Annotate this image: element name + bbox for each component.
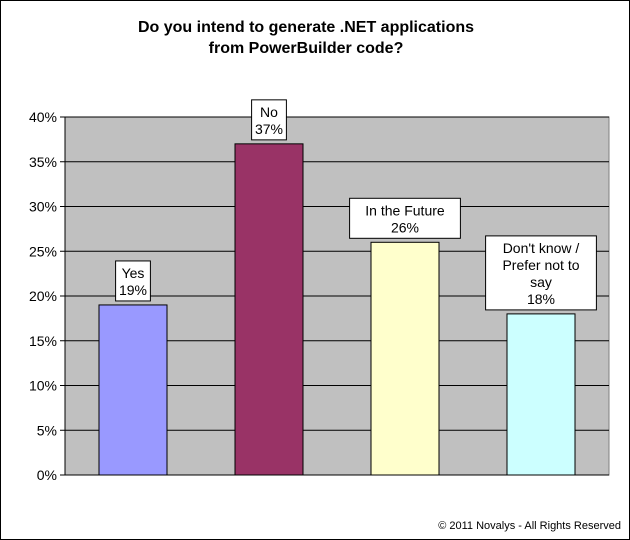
data-label-box [485, 235, 597, 311]
bar-3 [506, 313, 576, 476]
data-label: Prefer not to [502, 257, 579, 273]
y-tick-label: 10% [29, 378, 57, 394]
y-tick-label: 0% [37, 467, 57, 483]
data-label: 19% [119, 282, 147, 298]
data-label: In the Future [365, 202, 445, 218]
data-label-box [251, 99, 287, 141]
y-tick-label: 20% [29, 288, 57, 304]
y-tick-label: 5% [37, 422, 57, 438]
data-label: 37% [255, 121, 283, 137]
data-label: 26% [391, 219, 419, 235]
data-label: say [530, 274, 552, 290]
data-label: Don't know / [503, 240, 580, 256]
bars [98, 143, 576, 476]
bar-2 [370, 241, 440, 476]
y-axis: 0% 5% 10% 15% 20% 25% 30% 35% 40% [29, 109, 609, 483]
data-label-box [115, 260, 151, 302]
y-tick-label: 35% [29, 154, 57, 170]
copyright-notice: © 2011 Novalys - All Rights Reserved [438, 520, 621, 532]
y-tick-label: 15% [29, 333, 57, 349]
y-tick-label: 30% [29, 199, 57, 215]
bar-1 [234, 143, 304, 476]
data-label-box [349, 197, 461, 239]
data-label: No [260, 104, 278, 120]
data-label: Yes [122, 265, 145, 281]
chart-title: Do you intend to generate .NET applicati… [137, 19, 475, 57]
data-label: 18% [527, 291, 555, 307]
y-tick-label: 25% [29, 243, 57, 259]
y-tick-label: 40% [29, 109, 57, 125]
bar-0 [98, 304, 168, 476]
